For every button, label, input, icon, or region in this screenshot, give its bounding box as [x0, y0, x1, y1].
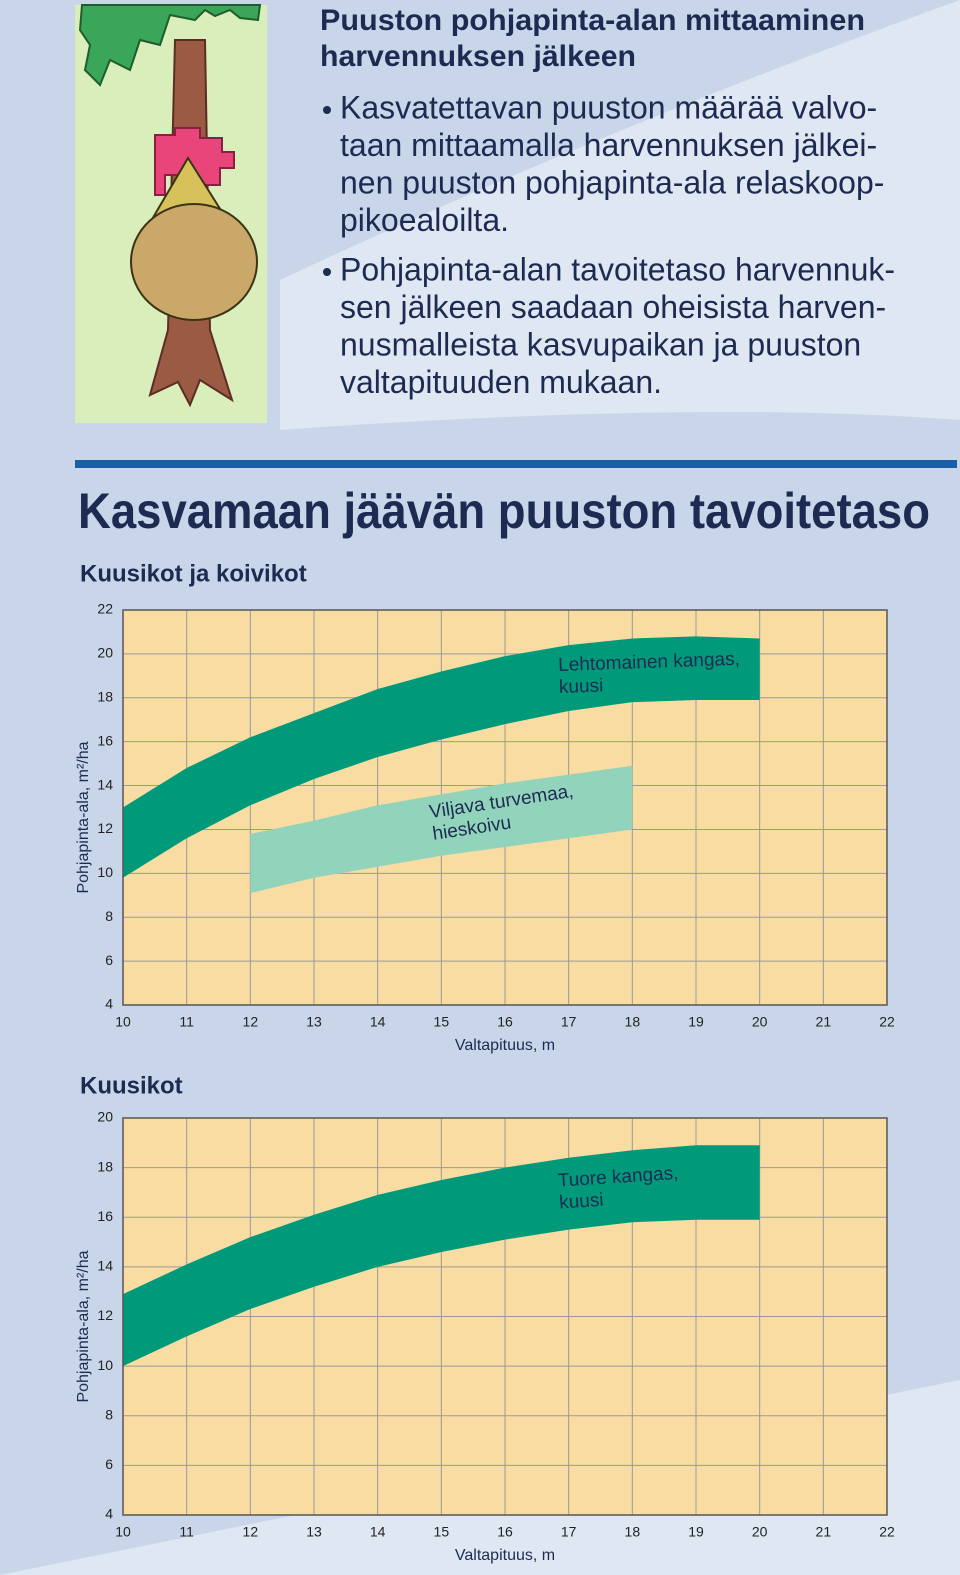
y-tick-label: 6 — [105, 1456, 113, 1472]
x-tick-label: 22 — [879, 1524, 895, 1540]
x-tick-label: 11 — [179, 1524, 194, 1540]
bullet-text: pikoealoilta. — [340, 202, 509, 238]
x-tick-label: 17 — [561, 1524, 577, 1540]
x-tick-label: 22 — [879, 1014, 895, 1030]
x-tick-label: 13 — [306, 1014, 322, 1030]
bullet-text: nen puuston pohjapinta-ala relaskoop- — [340, 164, 884, 200]
y-tick-label: 20 — [97, 645, 113, 661]
x-tick-label: 21 — [816, 1014, 832, 1030]
x-tick-label: 16 — [497, 1524, 513, 1540]
y-tick-label: 8 — [105, 908, 113, 924]
x-tick-label: 16 — [497, 1014, 513, 1030]
y-tick-label: 4 — [105, 996, 113, 1012]
bullet-text: sen jälkeen saadaan oheisista harven- — [340, 289, 886, 325]
x-tick-label: 15 — [434, 1014, 450, 1030]
chart: Kuusikot 10 11 12 13 14 15 16 17 18 19 20 21 22 4 6 8 10 1… — [75, 1072, 895, 1564]
band-area — [123, 636, 760, 878]
chart-subtitle: Kuusikot ja koivikot — [80, 560, 307, 587]
x-tick-label: 15 — [434, 1524, 450, 1540]
x-tick-label: 10 — [115, 1014, 131, 1030]
bullet-text: Pohjapinta-alan tavoitetaso harvennuk- — [340, 251, 895, 287]
x-tick-label: 10 — [115, 1524, 131, 1540]
x-tick-label: 17 — [561, 1014, 577, 1030]
chart: Kuusikot ja koivikot 10 11 12 13 14 15 16 17 18 19… — [75, 560, 895, 1054]
bullet-text: valtapituuden mukaan. — [340, 364, 662, 400]
plot-frame — [122, 609, 888, 1006]
section-rule — [75, 460, 957, 468]
header-title: Puuston pohjapinta-alan mittaaminen — [320, 4, 865, 37]
plot-frame — [122, 1117, 888, 1516]
y-tick-label: 4 — [105, 1506, 113, 1522]
chart-subtitle: Kuusikot — [80, 1072, 183, 1099]
x-tick-label: 12 — [243, 1524, 259, 1540]
header-title: harvennuksen jälkeen — [320, 40, 636, 73]
section-title: Kasvamaan jäävän puuston tavoitetaso — [78, 483, 930, 539]
y-axis-label: Pohjapinta-ala, m²/ha — [75, 741, 92, 893]
band-area — [123, 1145, 760, 1367]
bullet-dot — [323, 106, 331, 114]
y-tick-label: 16 — [97, 732, 113, 748]
x-tick-label: 12 — [243, 1014, 259, 1030]
x-tick-label: 13 — [306, 1524, 322, 1540]
y-tick-label: 22 — [97, 601, 113, 617]
background-sweep — [280, 0, 960, 430]
y-tick-label: 18 — [97, 1158, 113, 1174]
y-tick-label: 8 — [105, 1406, 113, 1422]
charts: Kuusikot ja koivikot 10 11 12 13 14 15 16 17 18 19… — [75, 560, 895, 1564]
x-tick-label: 20 — [752, 1524, 768, 1540]
y-tick-label: 10 — [97, 1357, 113, 1373]
y-tick-label: 14 — [97, 776, 113, 792]
band-label-line: kuusi — [559, 676, 604, 699]
y-tick-label: 20 — [97, 1109, 113, 1125]
y-tick-label: 12 — [97, 1307, 113, 1323]
x-tick-label: 20 — [752, 1014, 768, 1030]
x-tick-label: 18 — [625, 1524, 641, 1540]
band-label-line: kuusi — [559, 1190, 605, 1214]
bullet-text: Kasvatettavan puuston määrää valvo- — [340, 89, 877, 125]
y-axis-label: Pohjapinta-ala, m²/ha — [75, 1250, 92, 1402]
tree-illustration — [75, 3, 267, 423]
y-tick-label: 12 — [97, 820, 113, 836]
y-tick-label: 6 — [105, 952, 113, 968]
x-tick-label: 11 — [179, 1014, 194, 1030]
band-area — [250, 765, 633, 894]
bullet-text: taan mittaamalla harvennuksen jälkei- — [340, 127, 877, 163]
x-tick-label: 14 — [370, 1014, 386, 1030]
bullet-dot — [323, 268, 331, 276]
bullet-text: nusmalleista kasvupaikan ja puuston — [340, 326, 861, 362]
x-axis-label: Valtapituus, m — [455, 1037, 555, 1054]
x-tick-label: 21 — [816, 1524, 832, 1540]
x-tick-label: 14 — [370, 1524, 386, 1540]
y-tick-label: 14 — [97, 1258, 113, 1274]
x-tick-label: 19 — [688, 1524, 704, 1540]
header: Puuston pohjapinta-alan mittaaminenharve… — [320, 4, 895, 400]
y-tick-label: 18 — [97, 688, 113, 704]
x-axis-label: Valtapituus, m — [455, 1547, 555, 1564]
x-tick-label: 19 — [688, 1014, 704, 1030]
x-tick-label: 18 — [625, 1014, 641, 1030]
y-tick-label: 16 — [97, 1208, 113, 1224]
y-tick-label: 10 — [97, 864, 113, 880]
